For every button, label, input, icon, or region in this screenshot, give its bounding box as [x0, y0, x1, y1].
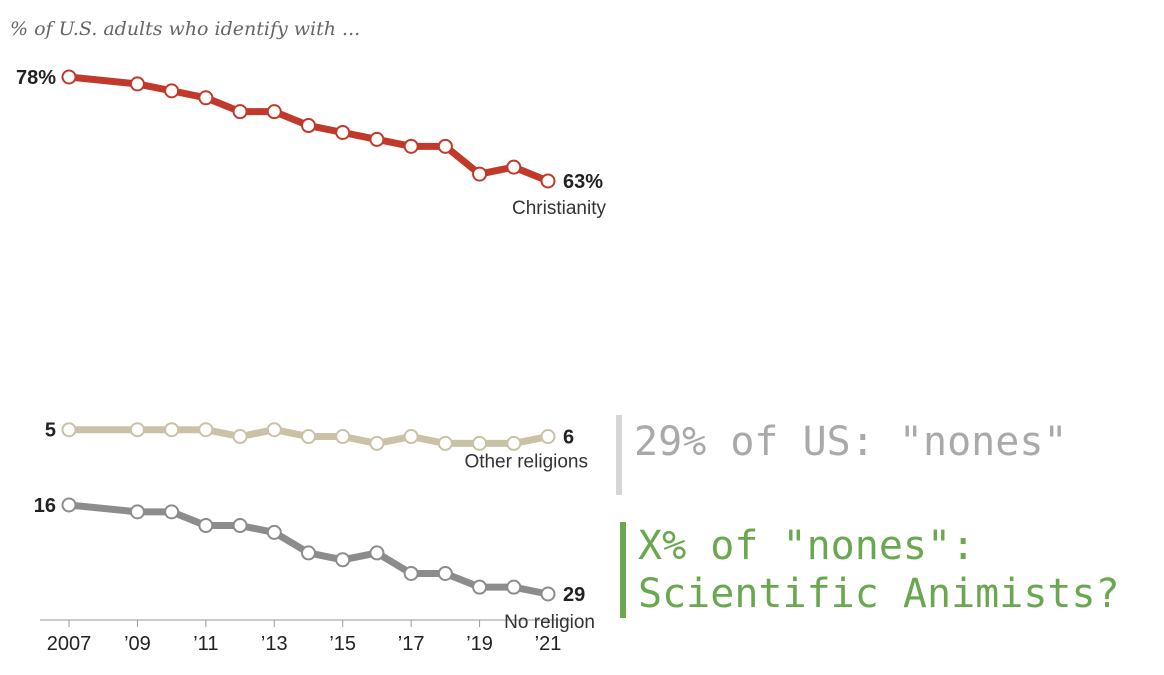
data-point	[164, 83, 180, 99]
start-value-label: 16	[34, 495, 56, 517]
end-value-label: 63%	[563, 171, 603, 193]
end-value-label: 29	[563, 584, 585, 606]
data-point	[403, 565, 419, 581]
series-name-label: No religion	[504, 612, 595, 633]
data-point	[437, 435, 453, 451]
x-tick-label: 2007	[47, 633, 92, 655]
data-point	[540, 586, 556, 602]
x-tick-label: ’13	[261, 633, 288, 655]
data-point	[437, 565, 453, 581]
data-point	[266, 524, 282, 540]
data-point	[403, 429, 419, 445]
data-point	[369, 131, 385, 147]
start-value-label: 78%	[16, 67, 56, 89]
data-point	[437, 138, 453, 154]
data-point	[232, 429, 248, 445]
data-point	[164, 504, 180, 520]
data-point	[61, 69, 77, 85]
data-point	[232, 104, 248, 120]
data-point	[403, 138, 419, 154]
data-point	[540, 173, 556, 189]
data-point	[129, 422, 145, 438]
data-point	[335, 552, 351, 568]
x-tick-label: ’11	[193, 633, 218, 655]
line-chart: 2007 ’09 ’11 ’13 ’15 ’17 ’19 ’21 78% 63% Christian…	[16, 67, 607, 655]
x-tick-label: ’09	[124, 633, 151, 655]
data-point	[61, 422, 77, 438]
x-tick-label: ’17	[398, 633, 425, 655]
data-point	[232, 518, 248, 534]
nones-callout: 29% of US: "nones"	[616, 415, 1067, 495]
x-tick-label: ’15	[329, 633, 356, 655]
data-point	[61, 497, 77, 513]
data-point	[472, 579, 488, 595]
data-point	[506, 159, 522, 175]
data-point	[129, 504, 145, 520]
start-value-label: 5	[45, 420, 56, 442]
chart-subtitle: % of U.S. adults who identify with ...	[10, 18, 361, 40]
data-point	[301, 118, 316, 134]
data-point	[369, 545, 385, 561]
data-point	[266, 422, 282, 438]
data-point	[506, 435, 522, 451]
data-point	[301, 429, 316, 445]
data-point	[198, 422, 214, 438]
data-point	[369, 435, 385, 451]
data-point	[335, 124, 351, 140]
data-point	[472, 435, 488, 451]
data-point	[198, 518, 214, 534]
animists-callout-line1: X% of "nones":	[638, 523, 976, 569]
data-point	[472, 166, 488, 182]
x-tick-label: ’19	[466, 633, 493, 655]
series-name-label: Other religions	[464, 452, 588, 473]
data-point	[129, 76, 145, 92]
series-name-label: Christianity	[512, 198, 606, 219]
data-point	[506, 579, 522, 595]
data-point	[301, 545, 316, 561]
end-value-label: 6	[563, 427, 574, 449]
x-tick-label: ’21	[535, 633, 562, 655]
data-point	[540, 429, 556, 445]
data-point	[164, 422, 180, 438]
data-point	[198, 90, 214, 106]
animists-callout: X% of "nones": Scientific Animists?	[620, 522, 1120, 618]
data-point	[335, 429, 351, 445]
data-point	[266, 104, 282, 120]
animists-callout-line2: Scientific Animists?	[638, 571, 1120, 617]
